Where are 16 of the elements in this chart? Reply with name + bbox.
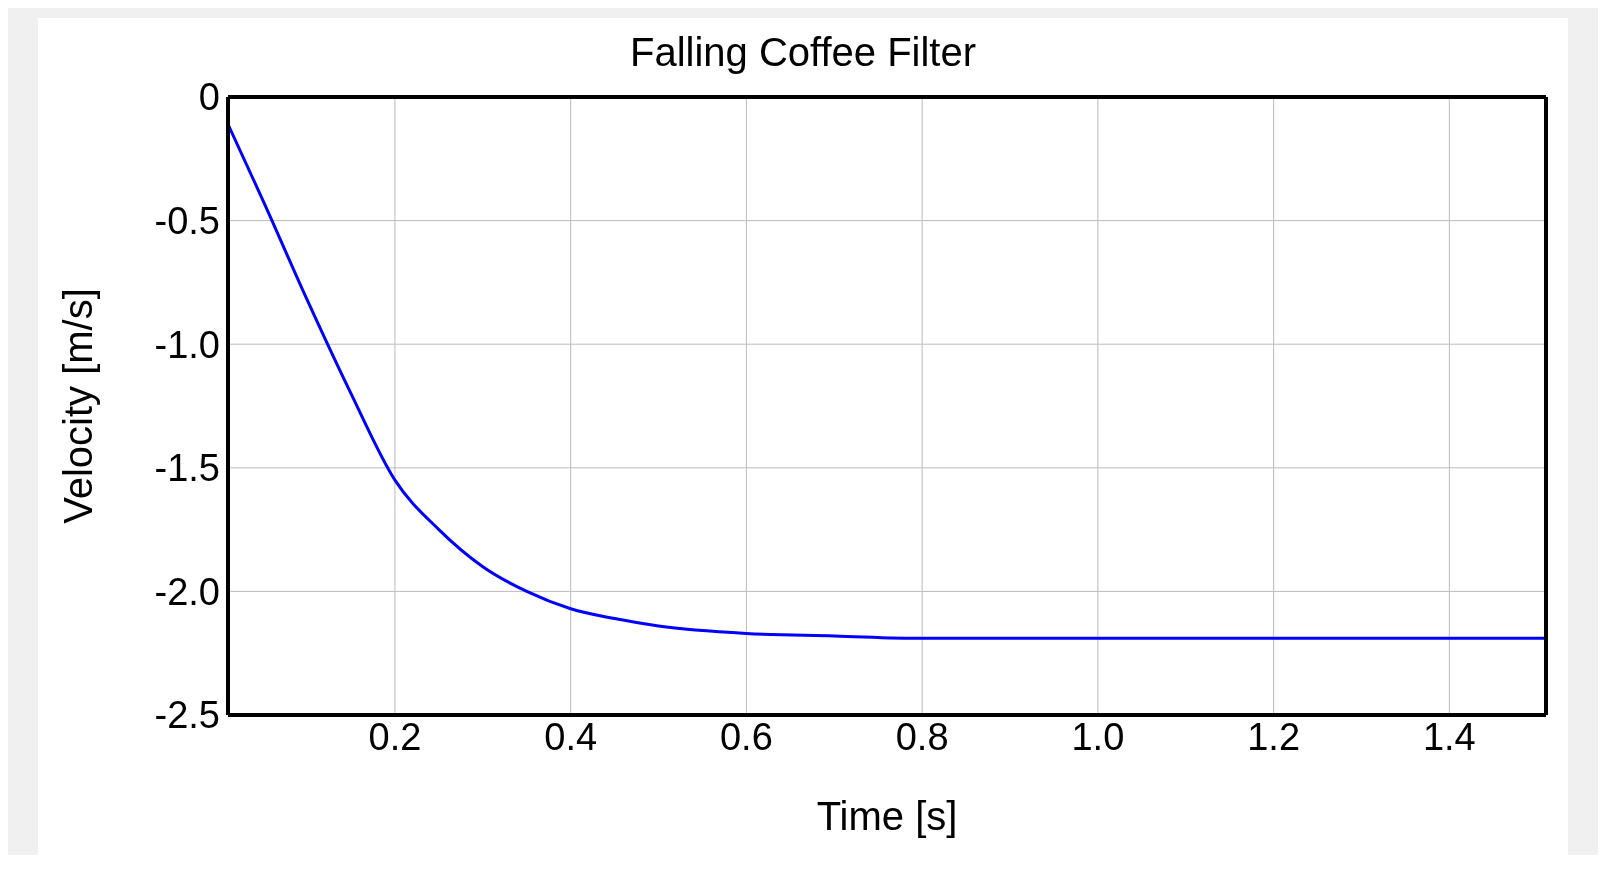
x-tick-label: 0.4: [544, 715, 598, 758]
y-tick-label: -2.0: [154, 570, 220, 613]
x-tick-label: 1.4: [1422, 715, 1476, 758]
y-tick-label: -0.5: [154, 200, 220, 243]
y-tick-label: -1.0: [154, 323, 220, 366]
y-axis-title: Velocity [m/s]: [56, 288, 101, 524]
y-tick-label: -2.5: [154, 694, 220, 737]
chart-title: Falling Coffee Filter: [628, 29, 978, 75]
x-tick-label: 1.0: [1071, 715, 1125, 758]
x-tick-label: 0.2: [368, 715, 422, 758]
x-tick-label: 0.6: [720, 715, 773, 758]
y-tick-label: -1.5: [154, 447, 220, 490]
y-tick-label: 0: [198, 76, 220, 119]
x-tick-label: 0.8: [895, 715, 949, 758]
x-tick-label: 1.2: [1247, 715, 1301, 758]
x-axis-title: Time [s]: [816, 794, 958, 838]
